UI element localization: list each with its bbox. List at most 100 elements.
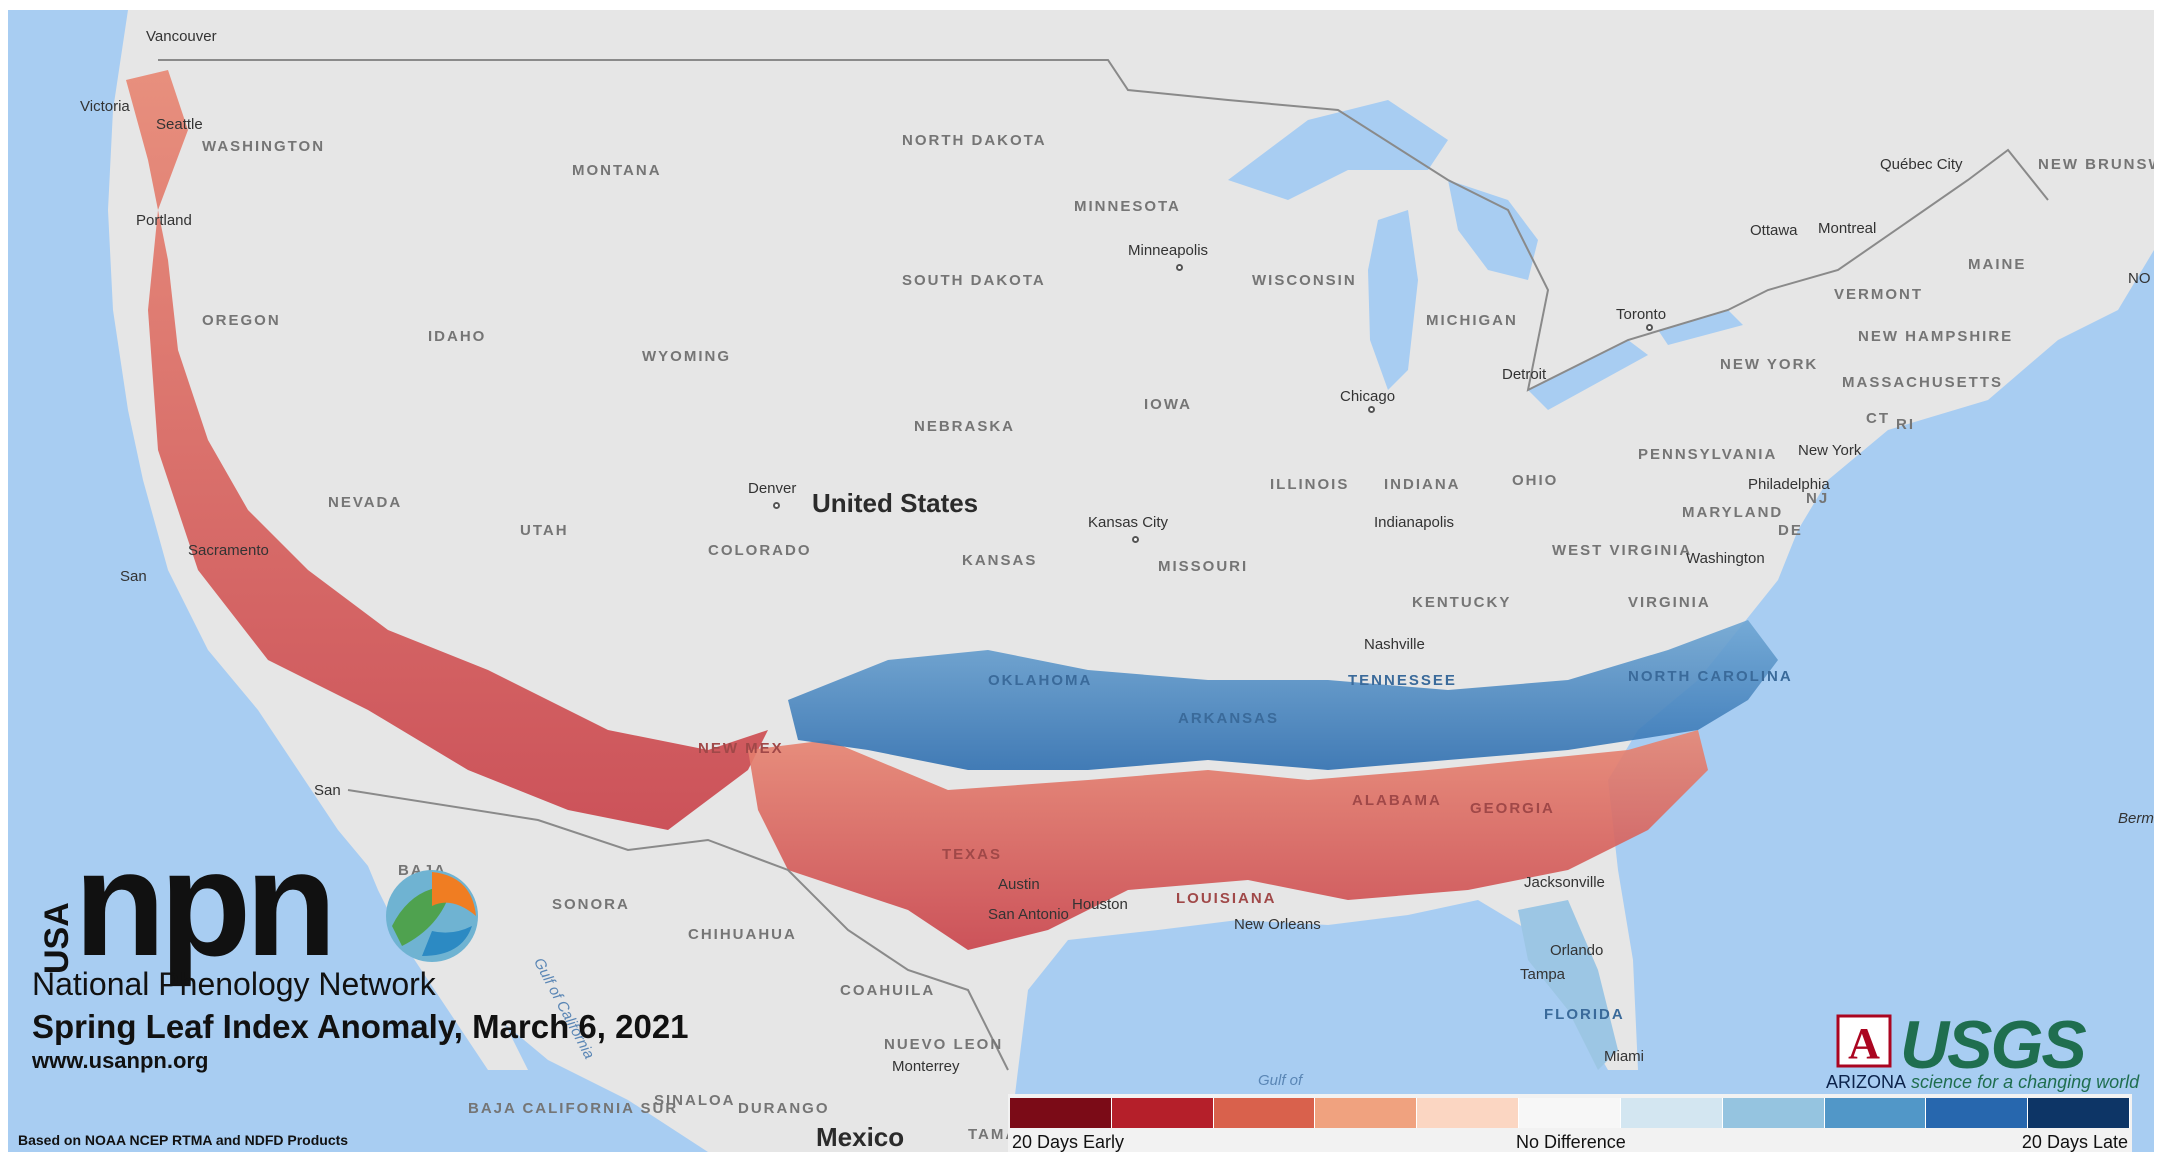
state-label-indiana: INDIANA	[1384, 476, 1461, 493]
city-label-victoria: Victoria	[80, 98, 130, 115]
state-label-virginia: VIRGINIA	[1628, 594, 1711, 611]
city-label-ottawa: Ottawa	[1750, 222, 1798, 239]
city-label-monterrey: Monterrey	[892, 1058, 960, 1075]
city-label-san-antonio: San Antonio	[988, 906, 1069, 923]
city-label-portland: Portland	[136, 212, 192, 229]
npn-logo-wordmark: npn	[74, 819, 337, 987]
state-label-illinois: ILLINOIS	[1270, 476, 1350, 493]
npn-url-link[interactable]: www.usanpn.org	[32, 1048, 209, 1073]
city-label-quebec-city: Québec City	[1880, 156, 1963, 173]
state-label-north-dakota: NORTH DAKOTA	[902, 132, 1047, 149]
city-label-tampa: Tampa	[1520, 966, 1566, 983]
state-label-nj: NJ	[1806, 490, 1830, 507]
state-label-georgia: GEORGIA	[1470, 800, 1555, 817]
state-label-new-hampshire: NEW HAMPSHIRE	[1858, 328, 2014, 345]
usgs-tagline-text: science for a changing world	[1911, 1072, 2140, 1092]
state-label-arkansas: ARKANSAS	[1178, 710, 1280, 727]
city-label-houston: Houston	[1072, 896, 1128, 913]
state-label-massachusetts: MASSACHUSETTS	[1842, 374, 2004, 391]
state-label-wisconsin: WISCONSIN	[1252, 272, 1357, 289]
city-label-washington-dc: Washington	[1686, 550, 1765, 567]
us-mexico-border	[347, 789, 1009, 1071]
state-label-sinaloa: SINALOA	[654, 1092, 736, 1109]
lake-erie	[1528, 340, 1648, 410]
anomaly-florida	[1518, 900, 1618, 1070]
state-label-nebraska: NEBRASKA	[914, 418, 1016, 435]
city-label-new-orleans: New Orleans	[1234, 916, 1321, 933]
city-label-toronto: Toronto	[1616, 306, 1667, 323]
country-label-united-states: United States	[812, 488, 979, 518]
state-label-kansas: KANSAS	[962, 552, 1038, 569]
water-label-bermuda: Berm	[2118, 810, 2154, 827]
city-label-detroit: Detroit	[1502, 366, 1547, 383]
state-label-coahuila: COAHUILA	[840, 982, 936, 999]
state-label-alabama: ALABAMA	[1352, 792, 1442, 809]
state-label-maine: MAINE	[1968, 256, 2027, 273]
state-label-north-carolina: NORTH CAROLINA	[1628, 668, 1793, 685]
state-label-south-dakota: SOUTH DAKOTA	[902, 272, 1046, 289]
legend-color-bar	[1010, 1098, 2130, 1128]
state-label-michigan: MICHIGAN	[1426, 312, 1518, 329]
legend-swatch	[1315, 1098, 1418, 1128]
water-label-gulf: Gulf of	[1258, 1072, 1303, 1089]
state-label-new-brunswick: NEW BRUNSWICK	[2038, 156, 2154, 173]
state-label-wyoming: WYOMING	[642, 348, 731, 365]
state-label-minnesota: MINNESOTA	[1074, 198, 1181, 215]
city-label-seattle: Seattle	[156, 116, 203, 133]
state-label-kentucky: KENTUCKY	[1412, 594, 1512, 611]
city-label-montreal: Montreal	[1818, 220, 1877, 237]
state-label-sonora: SONORA	[552, 896, 630, 913]
legend-swatch	[1722, 1098, 1825, 1128]
legend-swatch	[1417, 1098, 1520, 1128]
city-marker	[1176, 264, 1183, 271]
state-label-missouri: MISSOURI	[1158, 558, 1249, 575]
state-label-new-mexico: NEW MEX	[698, 740, 784, 757]
legend-swatch	[2028, 1098, 2130, 1128]
city-label-philadelphia: Philadelphia	[1748, 476, 1830, 493]
city-marker	[1368, 406, 1375, 413]
state-label-new-york: NEW YORK	[1720, 356, 1819, 373]
city-label-san-francisco: San	[120, 568, 147, 585]
city-label-austin: Austin	[998, 876, 1040, 893]
city-label-kansas-city: Kansas City	[1088, 514, 1169, 531]
basemap	[108, 10, 2154, 1152]
state-label-louisiana: LOUISIANA	[1176, 890, 1277, 907]
city-label-san-diego: San	[314, 782, 341, 799]
state-label-ri: RI	[1896, 416, 1915, 433]
state-label-ohio: OHIO	[1512, 472, 1559, 489]
state-label-nuevo-leon: NUEVO LEON	[884, 1036, 1004, 1053]
state-label-ct: CT	[1866, 410, 1890, 427]
anomaly-early-south	[748, 730, 1708, 950]
us-canada-border	[158, 59, 2049, 392]
npn-leaf-icon	[386, 870, 478, 962]
city-label-orlando: Orlando	[1550, 942, 1604, 959]
city-label-minneapolis: Minneapolis	[1128, 242, 1209, 259]
state-label-durango: DURANGO	[738, 1100, 830, 1117]
city-marker	[1132, 536, 1139, 543]
arizona-logo-letter: A	[1848, 1019, 1880, 1068]
state-label-montana: MONTANA	[572, 162, 662, 179]
legend-swatch	[1010, 1098, 1112, 1128]
usgs-tagline: ARIZONA science for a changing world	[1826, 1072, 2139, 1093]
legend-label-early: 20 Days Early	[1012, 1132, 1125, 1152]
state-label-chihuahua: CHIHUAHUA	[688, 926, 797, 943]
map-canvas[interactable]: Vancouver Victoria Seattle Portland WASH…	[8, 10, 2154, 1152]
arizona-logo-icon: A	[1836, 1014, 1892, 1068]
state-label-florida: FLORIDA	[1544, 1006, 1625, 1023]
map-title: Spring Leaf Index Anomaly, March 6, 2021	[32, 1008, 689, 1045]
city-label-jacksonville: Jacksonville	[1524, 874, 1605, 891]
legend-swatch	[1111, 1098, 1214, 1128]
legend-swatch	[1519, 1098, 1621, 1128]
legend-swatch	[1620, 1098, 1723, 1128]
state-label-oregon: OREGON	[202, 312, 281, 329]
legend-label-late: 20 Days Late	[2021, 1132, 2128, 1152]
lake-superior	[1228, 100, 1448, 200]
state-label-texas: TEXAS	[942, 846, 1003, 863]
arizona-name: ARIZONA	[1826, 1072, 1907, 1092]
npn-network-name: National Phenology Network	[32, 966, 436, 1002]
state-label-baja-california-sur: BAJA CALIFORNIA SUR	[468, 1100, 679, 1117]
city-label-indianapolis: Indianapolis	[1374, 514, 1455, 531]
state-label-colorado: COLORADO	[708, 542, 812, 559]
city-label-chicago: Chicago	[1340, 388, 1396, 405]
city-marker	[773, 502, 780, 509]
